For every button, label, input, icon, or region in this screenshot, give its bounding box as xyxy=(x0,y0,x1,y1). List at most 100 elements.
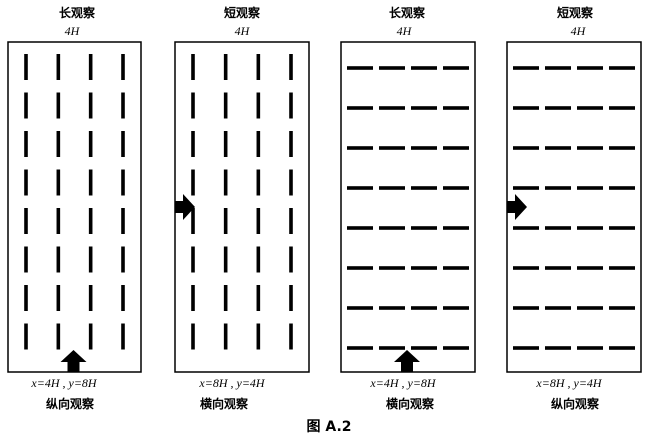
panel-1-frame xyxy=(7,41,142,373)
strip-mark xyxy=(513,186,539,190)
strip-mark xyxy=(24,131,28,157)
strip-mark xyxy=(347,266,373,270)
strip-mark xyxy=(443,346,469,350)
panel-4-coordinates: x=8H , y=4H xyxy=(535,376,603,390)
strip-mark xyxy=(411,66,437,70)
strip-mark xyxy=(256,131,261,157)
strip-mark xyxy=(443,106,469,110)
strip-mark xyxy=(443,66,469,70)
strip-mark xyxy=(545,266,571,270)
panel-2: 短观察 4H x=8H , y=4H 横向观察 xyxy=(174,5,310,411)
strip-mark xyxy=(443,226,469,230)
panel-2-top-label: 短观察 xyxy=(224,5,261,20)
strip-mark xyxy=(256,208,261,234)
strip-mark xyxy=(443,306,469,310)
strip-mark xyxy=(24,208,28,234)
strip-mark xyxy=(191,131,195,157)
strip-mark xyxy=(379,306,405,310)
strip-mark xyxy=(121,131,125,157)
strip-mark xyxy=(577,306,603,310)
strip-mark xyxy=(191,169,195,196)
strip-mark xyxy=(56,131,61,157)
strip-mark xyxy=(56,246,61,273)
strip-mark xyxy=(379,346,405,350)
panel-3-strips xyxy=(347,66,469,372)
strip-mark xyxy=(577,266,603,270)
strip-mark xyxy=(191,323,195,350)
strip-mark xyxy=(256,54,261,80)
strip-mark xyxy=(289,54,293,80)
strip-mark xyxy=(56,92,61,119)
strip-mark xyxy=(379,266,405,270)
strip-mark xyxy=(289,131,293,157)
strip-mark xyxy=(411,226,437,230)
panel-4-top-label: 短观察 xyxy=(557,5,594,20)
panel-3-coordinates: x=4H , y=8H xyxy=(369,376,437,390)
strip-mark xyxy=(545,306,571,310)
strip-mark xyxy=(88,246,93,273)
strip-mark xyxy=(88,285,93,311)
strip-mark xyxy=(379,106,405,110)
panel-3: 长观察 4H x=4H , y=8H 横向观察 xyxy=(340,5,476,411)
panel-4: 短观察 4H x=8H , y=4H 纵向观察 xyxy=(506,5,642,411)
strip-mark xyxy=(609,66,635,70)
panel-1-strips xyxy=(24,54,125,372)
strip-mark xyxy=(223,246,228,273)
strip-mark xyxy=(24,285,28,311)
panel-4-bottom-label: 纵向观察 xyxy=(551,396,600,411)
strip-mark xyxy=(24,323,28,350)
panel-2-strips xyxy=(175,54,293,350)
strip-mark xyxy=(609,226,635,230)
strip-mark xyxy=(443,146,469,150)
strip-mark xyxy=(223,131,228,157)
strip-mark xyxy=(513,226,539,230)
strip-mark xyxy=(609,306,635,310)
strip-mark xyxy=(545,346,571,350)
panel-1-top-label: 长观察 xyxy=(59,5,96,20)
strip-mark xyxy=(545,226,571,230)
strip-mark xyxy=(513,306,539,310)
strip-mark xyxy=(545,106,571,110)
strip-mark xyxy=(545,66,571,70)
strip-mark xyxy=(121,208,125,234)
strip-mark xyxy=(24,169,28,196)
strip-mark xyxy=(121,92,125,119)
strip-mark xyxy=(256,92,261,119)
strip-mark xyxy=(256,246,261,273)
observation-arrow-right-icon xyxy=(175,194,195,220)
strip-mark xyxy=(24,92,28,119)
panel-2-frame xyxy=(174,41,310,373)
strip-mark xyxy=(223,169,228,196)
strip-mark xyxy=(56,285,61,311)
strip-mark xyxy=(121,323,125,350)
strip-mark xyxy=(545,186,571,190)
strip-mark xyxy=(347,346,373,350)
strip-mark xyxy=(56,54,61,80)
strip-mark xyxy=(88,92,93,119)
panel-1-bottom-label: 纵向观察 xyxy=(46,396,95,411)
strip-mark xyxy=(609,146,635,150)
strip-mark xyxy=(609,346,635,350)
strip-mark xyxy=(256,285,261,311)
panel-1-coordinates: x=4H , y=8H xyxy=(30,376,98,390)
strip-mark xyxy=(545,146,571,150)
strip-mark xyxy=(577,186,603,190)
strip-mark xyxy=(379,226,405,230)
strip-mark xyxy=(223,92,228,119)
strip-mark xyxy=(289,92,293,119)
observation-arrow-right-icon xyxy=(507,194,527,220)
strip-mark xyxy=(609,186,635,190)
strip-mark xyxy=(256,169,261,196)
strip-mark xyxy=(191,246,195,273)
strip-mark xyxy=(56,208,61,234)
strip-mark xyxy=(191,208,195,234)
strip-mark xyxy=(289,323,293,350)
strip-mark xyxy=(609,106,635,110)
strip-mark xyxy=(513,106,539,110)
strip-mark xyxy=(513,146,539,150)
strip-mark xyxy=(379,66,405,70)
panel-4-top-dimension: 4H xyxy=(571,24,587,38)
panel-4-frame xyxy=(506,41,642,373)
strip-mark xyxy=(513,346,539,350)
